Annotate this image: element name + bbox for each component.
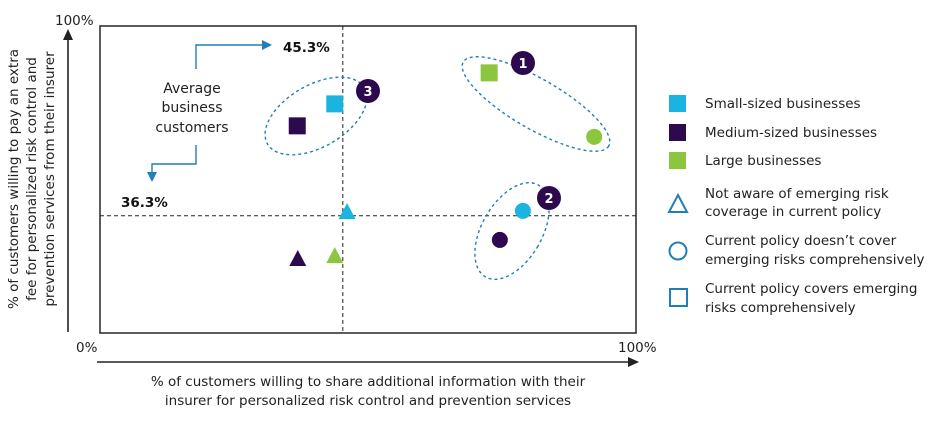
legend-label-square-1: Current policy covers emerging xyxy=(705,281,917,297)
point-medium-square xyxy=(288,117,306,135)
point-small-triangle xyxy=(338,203,356,220)
y-axis-arrow-icon xyxy=(63,29,73,40)
annotation-line-2: business xyxy=(161,100,222,116)
arrow-right-icon xyxy=(262,40,272,50)
cluster-3-ellipse xyxy=(264,76,368,156)
point-large-square xyxy=(480,64,498,82)
badge-label: 3 xyxy=(363,85,372,100)
legend-label-small: Small-sized businesses xyxy=(705,96,861,112)
point-medium-circle xyxy=(491,231,508,248)
legend-label-medium: Medium-sized businesses xyxy=(705,125,877,141)
x-axis-title-line-1: % of customers willing to share addition… xyxy=(151,374,586,390)
y-axis: 100% xyxy=(55,13,94,332)
annotation-connector-x xyxy=(195,44,262,69)
legend-label-square-2: risks comprehensively xyxy=(705,300,856,316)
legend-swatch-medium xyxy=(669,124,686,141)
x-tick-min: 0% xyxy=(76,340,98,356)
cluster-1-ellipse xyxy=(461,56,611,152)
annotation-line-3: customers xyxy=(155,120,228,136)
point-small-circle xyxy=(514,202,531,219)
y-axis-title-line-2: fee for personalized risk control and xyxy=(24,57,40,301)
point-medium-triangle xyxy=(289,249,307,266)
average-annotation: Average business customers xyxy=(147,40,272,182)
badge-circle xyxy=(356,79,380,103)
y-axis-title-line-1: % of customers willing to pay an extra xyxy=(6,49,22,309)
legend-label-triangle-1: Not aware of emerging risk xyxy=(705,186,889,202)
legend-label-large: Large businesses xyxy=(705,153,821,169)
x-axis-title-line-2: insurer for personalized risk control an… xyxy=(165,393,571,409)
legend-label-circle-2: emerging risks comprehensively xyxy=(705,252,925,268)
legend-triangle-icon xyxy=(667,192,689,213)
cluster-badge-3: 3 xyxy=(356,79,380,103)
data-points xyxy=(288,64,603,266)
reference-label-y: 36.3% xyxy=(121,195,168,211)
legend-swatch-large xyxy=(669,152,686,169)
badge-label: 1 xyxy=(518,57,527,72)
legend-swatch-small xyxy=(669,95,686,112)
legend-circle-icon xyxy=(668,241,688,261)
badge-circle xyxy=(511,51,535,75)
annotation-connector-y xyxy=(151,145,197,172)
plot-frame xyxy=(99,25,637,334)
badge-circle xyxy=(537,186,561,210)
reference-label-x: 45.3% xyxy=(283,40,330,56)
cluster-badge-2: 2 xyxy=(537,186,561,210)
x-axis: 0% 100% % of customers willing to share … xyxy=(76,340,657,409)
legend-square-icon xyxy=(669,288,688,307)
legend-label-triangle-2: coverage in current policy xyxy=(705,204,881,220)
y-axis-title-line-3: prevention services from their insurer xyxy=(42,51,58,307)
legend-label-circle-1: Current policy doesn’t cover xyxy=(705,233,897,249)
x-axis-arrow-icon xyxy=(628,357,639,367)
point-small-square xyxy=(326,95,344,113)
annotation-line-1: Average xyxy=(163,81,221,97)
x-tick-max: 100% xyxy=(618,340,657,356)
point-large-circle xyxy=(586,128,603,145)
arrow-down-icon xyxy=(147,172,157,182)
y-axis-title: % of customers willing to pay an extra f… xyxy=(6,49,58,309)
y-tick-max: 100% xyxy=(55,13,94,29)
point-large-triangle xyxy=(326,247,344,264)
badge-label: 2 xyxy=(544,192,553,207)
cluster-badge-1: 1 xyxy=(511,51,535,75)
legend: Small-sized businesses Medium-sized busi… xyxy=(667,95,925,316)
cluster-2-ellipse xyxy=(474,182,550,280)
